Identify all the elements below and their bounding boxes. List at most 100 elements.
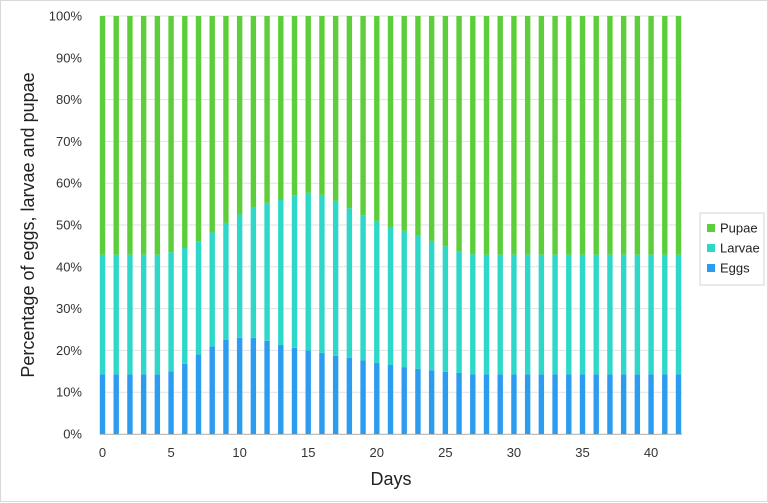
bar-segment-eggs <box>634 374 641 434</box>
bar-segment-larvae <box>401 230 407 368</box>
bars <box>99 16 682 434</box>
legend-swatch-eggs <box>707 264 715 272</box>
bar-segment-eggs <box>332 355 339 434</box>
bar-segment-larvae <box>360 215 366 361</box>
x-axis-ticks: 0 5 10 15 20 25 30 35 40 <box>99 445 658 460</box>
bar-segment-larvae <box>346 208 353 358</box>
legend-label-pupae: Pupae <box>720 221 758 236</box>
bar-segment-eggs <box>428 370 435 434</box>
bar-segment-eggs <box>620 374 627 434</box>
bar-segment-eggs <box>511 374 517 434</box>
bar-segment-eggs <box>236 337 243 434</box>
bar-segment-larvae <box>648 254 654 375</box>
bar-segment-larvae <box>620 254 627 375</box>
x-tick-label: 20 <box>370 445 384 460</box>
bar-segment-eggs <box>387 365 394 434</box>
bar-segment-pupae <box>387 16 394 228</box>
bar-segment-pupae <box>305 16 311 193</box>
bar-segment-eggs <box>401 367 407 434</box>
bar-segment-eggs <box>319 352 325 434</box>
y-tick-label: 20% <box>56 343 82 358</box>
bar-segment-eggs <box>607 374 613 434</box>
bar-segment-larvae <box>483 254 490 375</box>
bar-segment-pupae <box>593 16 599 255</box>
bar-segment-pupae <box>620 16 627 255</box>
bar-segment-eggs <box>168 371 174 434</box>
y-axis-ticks: 0% 10% 20% 30% 40% 50% 60% 70% 80% 90% 100% <box>49 9 83 442</box>
bar-segment-larvae <box>456 251 462 373</box>
bar-segment-larvae <box>332 200 339 356</box>
bar-segment-eggs <box>675 374 682 434</box>
legend-swatch-larvae <box>707 244 715 252</box>
bar-segment-pupae <box>648 16 654 255</box>
bar-segment-eggs <box>291 347 298 434</box>
bar-segment-eggs <box>346 357 353 434</box>
bar-segment-eggs <box>154 374 161 434</box>
bar-segment-eggs <box>552 374 558 434</box>
legend-swatch-pupae <box>707 224 715 232</box>
bar-segment-pupae <box>607 16 613 255</box>
bar-segment-pupae <box>319 16 325 195</box>
y-tick-label: 90% <box>56 50 82 65</box>
bar-segment-eggs <box>579 374 586 434</box>
bar-segment-pupae <box>401 16 407 231</box>
bar-segment-larvae <box>278 199 284 345</box>
bar-segment-larvae <box>168 252 174 372</box>
bar-segment-larvae <box>387 227 394 366</box>
bar-segment-pupae <box>154 16 161 255</box>
bar-segment-eggs <box>195 354 202 434</box>
bar-segment-pupae <box>374 16 380 221</box>
bar-segment-pupae <box>456 16 462 252</box>
y-tick-label: 0% <box>63 427 82 442</box>
y-axis-title: Percentage of eggs, larvae and pupae <box>18 72 38 377</box>
bar-segment-eggs <box>127 374 133 434</box>
y-tick-label: 100% <box>49 9 83 24</box>
x-tick-label: 10 <box>232 445 246 460</box>
bar-segment-pupae <box>511 16 517 255</box>
bar-segment-pupae <box>250 16 257 208</box>
bar-segment-pupae <box>470 16 476 255</box>
legend: Pupae Larvae Eggs <box>699 212 765 286</box>
bar-segment-eggs <box>524 374 531 434</box>
y-tick-label: 60% <box>56 176 82 191</box>
bar-segment-larvae <box>223 222 229 340</box>
bar-segment-pupae <box>182 16 188 248</box>
bar-segment-pupae <box>675 16 682 255</box>
bar-segment-larvae <box>374 220 380 363</box>
x-tick-label: 40 <box>644 445 658 460</box>
bar-segment-larvae <box>538 254 545 375</box>
bar-segment-pupae <box>346 16 353 209</box>
bar-segment-larvae <box>182 247 188 364</box>
bar-segment-eggs <box>566 374 572 434</box>
y-tick-label: 30% <box>56 301 82 316</box>
bar-segment-larvae <box>113 254 119 375</box>
bar-segment-eggs <box>223 339 229 434</box>
bar-segment-pupae <box>332 16 339 201</box>
legend-label-eggs: Eggs <box>720 261 750 276</box>
y-tick-label: 10% <box>56 385 82 400</box>
bar-segment-eggs <box>209 346 215 434</box>
bar-segment-pupae <box>524 16 531 255</box>
x-tick-label: 15 <box>301 445 315 460</box>
bar-segment-larvae <box>579 254 586 375</box>
bar-segment-eggs <box>264 340 270 434</box>
bar-segment-larvae <box>264 202 270 341</box>
bar-segment-pupae <box>566 16 572 255</box>
bar-segment-eggs <box>648 374 654 434</box>
x-tick-label: 35 <box>575 445 589 460</box>
bar-segment-larvae <box>99 254 106 375</box>
bar-segment-pupae <box>278 16 284 200</box>
y-tick-label: 40% <box>56 259 82 274</box>
bar-segment-eggs <box>99 374 106 434</box>
bar-segment-pupae <box>209 16 215 233</box>
bar-segment-larvae <box>195 241 202 355</box>
bar-segment-larvae <box>524 254 531 375</box>
bar-segment-eggs <box>593 374 599 434</box>
x-tick-label: 25 <box>438 445 452 460</box>
bar-segment-eggs <box>360 360 366 434</box>
bar-segment-larvae <box>566 254 572 375</box>
bar-segment-eggs <box>662 374 668 434</box>
bar-segment-pupae <box>99 16 106 255</box>
